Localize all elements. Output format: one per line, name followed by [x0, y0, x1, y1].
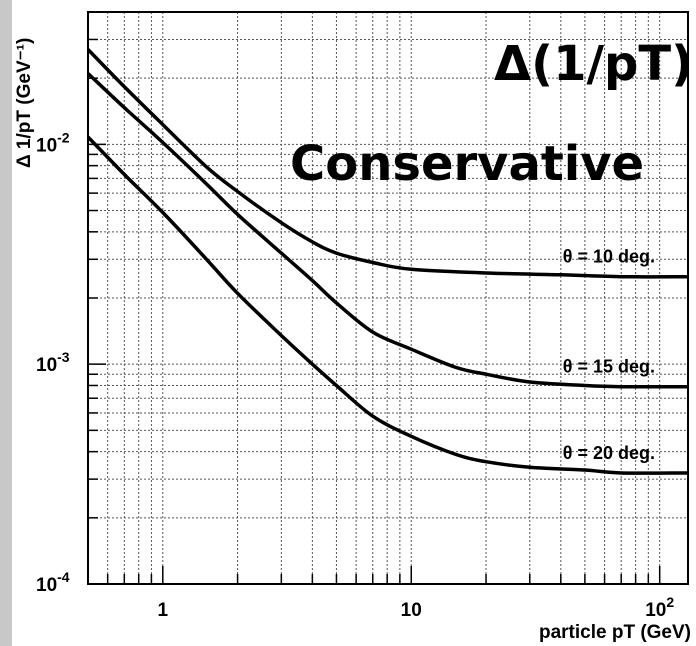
y-axis-title: Δ 1/pT (GeV⁻¹): [14, 38, 35, 168]
curve-series-1: [86, 48, 689, 279]
x-tick-label: 10: [401, 600, 422, 621]
x-axis-title: particle pT (GeV): [539, 622, 691, 643]
y-tick-labels: 10-4 10-3 10-2: [36, 129, 70, 596]
curve-label-2: θ = 15 deg.: [563, 357, 655, 377]
y-tick-label: 10-3: [36, 349, 70, 376]
x-tick-label: 102: [645, 594, 674, 621]
grid: [87, 11, 688, 585]
x-tick-label: 1: [158, 600, 169, 621]
curve-series-2: [86, 72, 689, 389]
curve-labels: θ = 10 deg. θ = 15 deg. θ = 20 deg.: [563, 247, 655, 463]
y-tick-label: 10-4: [36, 569, 70, 596]
curves: [86, 48, 689, 475]
chart-title: Δ(1/pT): [494, 36, 693, 92]
left-margin-strip: [0, 0, 12, 646]
x-tick-labels: 1 10 102: [158, 594, 675, 621]
y-tick-label: 10-2: [36, 129, 70, 156]
curve-label-1: θ = 10 deg.: [563, 247, 655, 267]
curve-series-3: [86, 135, 689, 475]
chart-subtitle: Conservative: [290, 136, 644, 192]
curve-label-3: θ = 20 deg.: [563, 443, 655, 463]
